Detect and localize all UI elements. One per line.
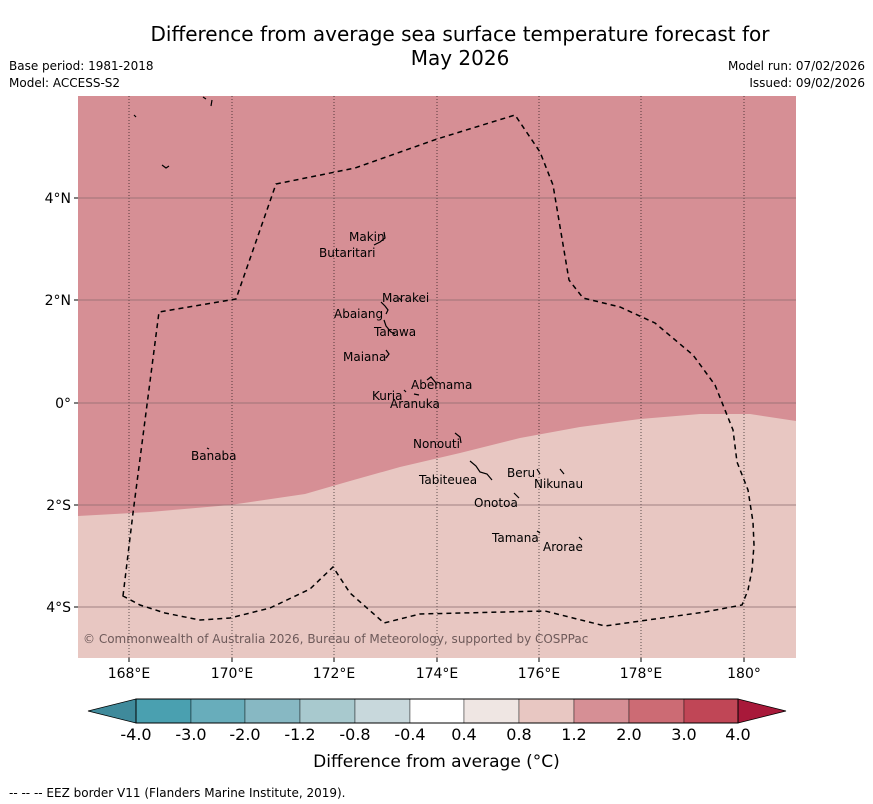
- colorbar-frame: [135, 698, 739, 724]
- island-label-maiana: Maiana: [343, 350, 386, 364]
- colorbar-tick-12: 4.0: [725, 725, 750, 744]
- island-label-beru: Beru: [507, 466, 535, 480]
- colorbar-tick-6: -0.4: [394, 725, 425, 744]
- meridians: [128, 96, 745, 658]
- island-label-marakei: Marakei: [382, 291, 429, 305]
- colorbar-tick-4: -1.2: [284, 725, 315, 744]
- lon-labels: 168°E 170°E 172°E 174°E 176°E 178°E 180°: [108, 666, 761, 682]
- colorbar-bin-6: [409, 698, 465, 724]
- island-label-abemama: Abemama: [411, 378, 472, 392]
- colorbar-arrow-low: [87, 698, 137, 724]
- island-label-butaritari: Butaritari: [319, 246, 376, 260]
- lon-label-176: 176°E: [518, 666, 561, 682]
- island-label-tamana: Tamana: [491, 531, 539, 545]
- colorbar-label: Difference from average (°C): [313, 752, 560, 772]
- copyright-credit: © Commonwealth of Australia 2026, Bureau…: [83, 632, 589, 646]
- map-area: Makin Butaritari Marakei Abaiang Tarawa …: [78, 96, 796, 658]
- lat-labels: 4°N 2°N 0° 2°S 4°S: [45, 191, 72, 616]
- lon-label-172: 172°E: [313, 666, 356, 682]
- parallels: [78, 197, 796, 608]
- island-shape-tarawa: [383, 319, 396, 335]
- island-shape-nonouti: [454, 432, 462, 444]
- eez-border: [122, 114, 755, 627]
- colorbar-bin-4: [299, 698, 356, 724]
- island-label-kuria: Kuria: [372, 389, 403, 403]
- mild-region: [78, 414, 796, 658]
- colorbar-tick-10: 2.0: [616, 725, 641, 744]
- island-shape-tamana: [536, 530, 541, 534]
- colorbar-bin-2: [190, 698, 246, 724]
- issued-text: Issued: 09/02/2026: [749, 76, 865, 90]
- island-label-tabiteuea: Tabiteuea: [418, 473, 477, 487]
- island-label-banaba: Banaba: [191, 449, 237, 463]
- island-shape-beru: [536, 468, 541, 475]
- lat-label-4n: 4°N: [45, 191, 71, 207]
- colorbar-tick-8: 0.8: [506, 725, 531, 744]
- colorbar-bin-5: [354, 698, 411, 724]
- island-label-abaiang: Abaiang: [334, 307, 383, 321]
- lon-label-174: 174°E: [416, 666, 459, 682]
- island-shape-abemama: [426, 376, 437, 384]
- eez-footnote: -- -- -- EEZ border V11 (Flanders Marine…: [9, 786, 346, 800]
- colorbar-arrow-high: [737, 698, 787, 724]
- colorbar-bin-9: [573, 698, 630, 724]
- island-label-makin: Makin: [349, 230, 385, 244]
- island-label-nikunau: Nikunau: [534, 477, 583, 491]
- island-shapes: [133, 96, 583, 541]
- lat-label-2s: 2°S: [46, 498, 71, 514]
- lat-label-2n: 2°N: [45, 293, 71, 309]
- map-title-line-2: May 2026: [410, 46, 510, 70]
- header-left: Base period: 1981-2018 Model: ACCESS-S2: [9, 58, 154, 92]
- lon-label-170: 170°E: [211, 666, 254, 682]
- island-shape-nw-3: [161, 164, 170, 169]
- island-label-tarawa: Tarawa: [373, 325, 416, 339]
- colorbar-bin-1: [135, 698, 192, 724]
- island-shape-arorae: [578, 536, 583, 541]
- island-labels: Makin Butaritari Marakei Abaiang Tarawa …: [191, 230, 583, 554]
- colorbar-tick-3: -2.0: [229, 725, 260, 744]
- colorbar-bin-8: [518, 698, 575, 724]
- island-label-nonouti: Nonouti: [413, 437, 460, 451]
- lon-label-180: 180°: [727, 666, 761, 682]
- lon-label-168: 168°E: [108, 666, 151, 682]
- lat-label-0: 0°: [55, 396, 71, 412]
- axis-ticks: [74, 197, 745, 662]
- base-period-text: Base period: 1981-2018: [9, 59, 154, 73]
- island-shape-makin: [373, 231, 386, 246]
- colorbar-tick-2: -3.0: [175, 725, 206, 744]
- colorbar-tick-11: 3.0: [671, 725, 696, 744]
- colorbar-bin-11: [683, 698, 739, 724]
- island-shape-maiana: [385, 349, 390, 359]
- map-title-line-1: Difference from average sea surface temp…: [150, 22, 770, 46]
- model-run-text: Model run: 07/02/2026: [727, 59, 865, 73]
- header-right: Model run: 07/02/2026 Issued: 09/02/2026: [728, 58, 865, 92]
- lat-label-4s: 4°S: [46, 600, 71, 616]
- colorbar-bin-7: [463, 698, 520, 724]
- island-shape-abaiang: [380, 301, 389, 315]
- colorbar-tick-7: 0.4: [451, 725, 476, 744]
- island-label-aranuka: Aranuka: [390, 397, 440, 411]
- model-text: Model: ACCESS-S2: [9, 76, 121, 90]
- colorbar-tick-9: 1.2: [561, 725, 586, 744]
- colorbar: [87, 698, 787, 724]
- island-shape-kuria: [403, 389, 420, 396]
- island-shape-onotoa: [513, 492, 520, 499]
- colorbar-tick-5: -0.8: [339, 725, 370, 744]
- colorbar-bin-10: [628, 698, 685, 724]
- island-shape-marakei: [398, 297, 403, 302]
- colorbar-tick-1: -4.0: [120, 725, 151, 744]
- island-label-arorae: Arorae: [543, 540, 583, 554]
- map-title: Difference from average sea surface temp…: [60, 22, 860, 70]
- island-shape-nw-1: [133, 114, 137, 118]
- island-shape-nw-2: [202, 96, 213, 107]
- colorbar-bin-3: [244, 698, 301, 724]
- lon-label-178: 178°E: [620, 666, 663, 682]
- island-shape-banaba: [206, 447, 210, 450]
- colorbar-ticks: -4.0 -3.0 -2.0 -1.2 -0.8 -0.4 0.4 0.8 1.…: [120, 725, 750, 744]
- island-shape-tabiteuea: [469, 460, 493, 481]
- island-label-onotoa: Onotoa: [474, 496, 518, 510]
- island-shape-nikunau: [559, 468, 565, 475]
